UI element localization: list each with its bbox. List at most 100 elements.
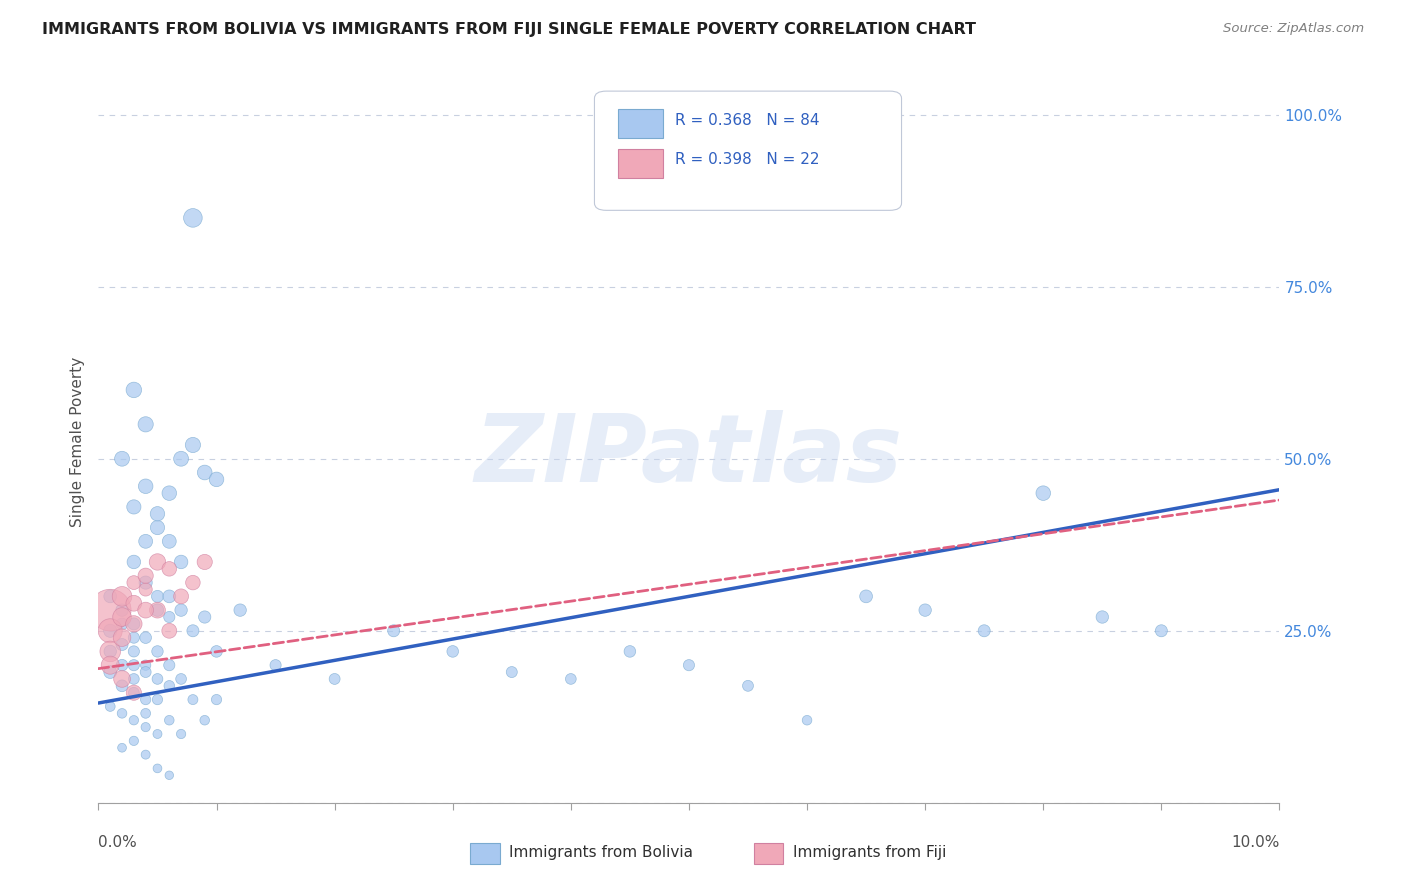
Point: [146, 507, 169, 521]
Point: [146, 692, 169, 706]
Point: [111, 631, 134, 645]
Point: [146, 603, 169, 617]
Point: [122, 500, 145, 514]
Point: [111, 740, 134, 755]
Point: [264, 658, 287, 673]
Point: [122, 713, 145, 727]
Point: [914, 603, 936, 617]
Point: [181, 692, 204, 706]
Point: [170, 555, 193, 569]
Point: [205, 644, 228, 658]
Point: [135, 568, 157, 582]
Point: [501, 665, 523, 679]
Point: [135, 692, 157, 706]
Point: [98, 644, 121, 658]
Point: [737, 679, 759, 693]
Point: [1091, 610, 1114, 624]
FancyBboxPatch shape: [619, 109, 664, 138]
Point: [560, 672, 582, 686]
Point: [122, 672, 145, 686]
Point: [146, 590, 169, 604]
Point: [98, 603, 121, 617]
Point: [146, 603, 169, 617]
Text: ZIPatlas: ZIPatlas: [475, 410, 903, 502]
Point: [146, 644, 169, 658]
Point: [98, 624, 121, 638]
Point: [111, 603, 134, 617]
Text: R = 0.398   N = 22: R = 0.398 N = 22: [675, 153, 820, 168]
Point: [146, 520, 169, 534]
Point: [181, 575, 204, 590]
Point: [157, 624, 180, 638]
FancyBboxPatch shape: [754, 843, 783, 864]
Point: [229, 603, 252, 617]
Point: [157, 534, 180, 549]
Text: 0.0%: 0.0%: [98, 835, 138, 850]
Point: [170, 451, 193, 466]
Point: [855, 590, 877, 604]
Point: [98, 699, 121, 714]
Point: [111, 658, 134, 673]
Point: [122, 555, 145, 569]
Point: [135, 747, 157, 762]
Point: [98, 590, 121, 604]
Point: [135, 720, 157, 734]
Point: [122, 734, 145, 748]
Point: [170, 590, 193, 604]
Point: [157, 713, 180, 727]
Point: [122, 575, 145, 590]
Point: [98, 644, 121, 658]
Point: [111, 679, 134, 693]
Point: [122, 658, 145, 673]
Point: [1150, 624, 1173, 638]
Point: [157, 610, 180, 624]
Point: [122, 644, 145, 658]
Text: Source: ZipAtlas.com: Source: ZipAtlas.com: [1223, 22, 1364, 36]
Point: [122, 631, 145, 645]
Point: [135, 479, 157, 493]
Point: [157, 562, 180, 576]
Point: [111, 706, 134, 721]
Point: [111, 672, 134, 686]
Point: [111, 451, 134, 466]
Point: [205, 692, 228, 706]
Point: [122, 616, 145, 631]
Point: [111, 590, 134, 604]
Point: [135, 658, 157, 673]
Point: [135, 534, 157, 549]
Y-axis label: Single Female Poverty: Single Female Poverty: [69, 357, 84, 526]
Point: [98, 658, 121, 673]
Point: [146, 727, 169, 741]
Point: [122, 686, 145, 700]
Point: [205, 472, 228, 486]
Point: [194, 713, 217, 727]
Point: [135, 417, 157, 432]
Point: [122, 383, 145, 397]
Point: [181, 438, 204, 452]
Point: [181, 624, 204, 638]
Point: [122, 596, 145, 610]
Point: [796, 713, 818, 727]
Point: [194, 555, 217, 569]
Point: [441, 644, 464, 658]
Point: [619, 644, 641, 658]
Text: Immigrants from Bolivia: Immigrants from Bolivia: [509, 845, 693, 860]
Point: [122, 616, 145, 631]
Text: Immigrants from Fiji: Immigrants from Fiji: [793, 845, 946, 860]
Point: [973, 624, 995, 638]
Point: [146, 672, 169, 686]
FancyBboxPatch shape: [595, 91, 901, 211]
Point: [157, 590, 180, 604]
Point: [122, 686, 145, 700]
Point: [135, 706, 157, 721]
Point: [146, 555, 169, 569]
FancyBboxPatch shape: [471, 843, 501, 864]
Point: [194, 466, 217, 480]
Point: [111, 610, 134, 624]
Point: [135, 603, 157, 617]
Point: [170, 603, 193, 617]
Point: [135, 665, 157, 679]
Point: [194, 610, 217, 624]
Point: [170, 672, 193, 686]
Point: [135, 575, 157, 590]
